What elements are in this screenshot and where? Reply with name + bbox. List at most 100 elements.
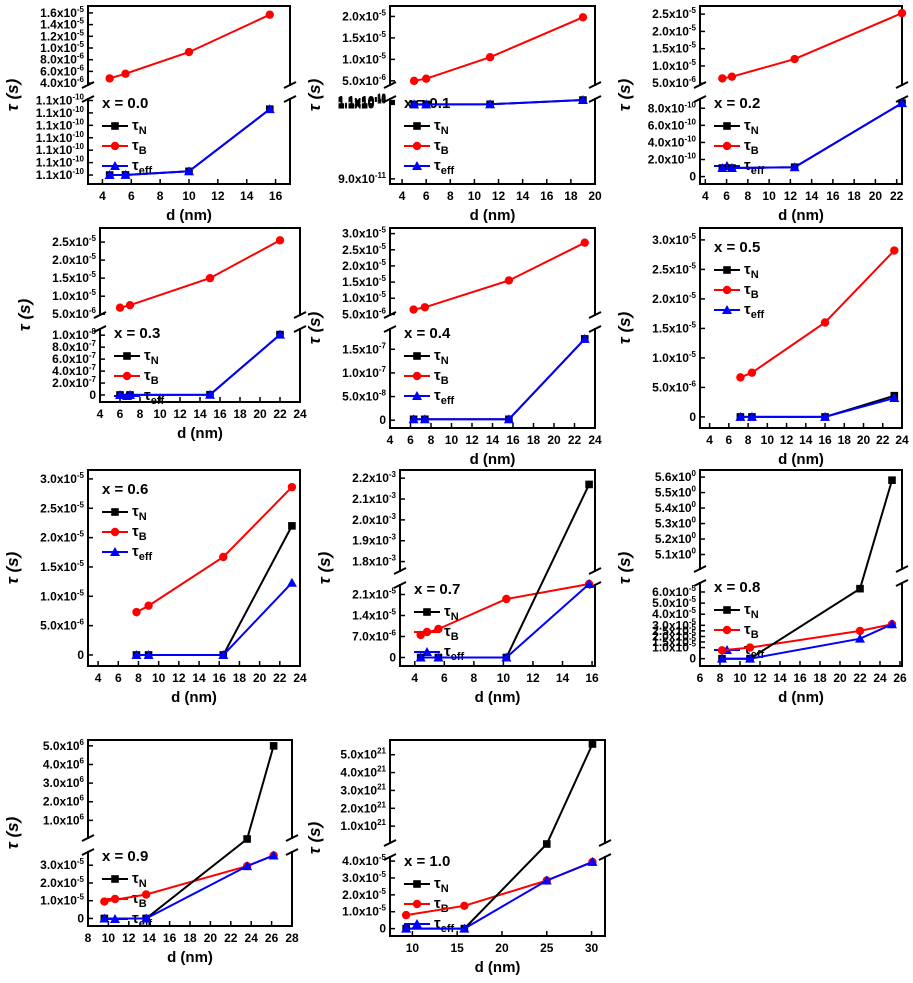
legend-marker bbox=[123, 352, 131, 360]
chart-panel-11: 10 15 20 25 30 d (nm) τ (s) 0 1.0x10-5 2.0x10-5 3.… bbox=[305, 739, 612, 976]
x-tick-label: 8 bbox=[157, 189, 164, 203]
x-tick-label: 14 bbox=[193, 407, 207, 421]
data-point-τeff bbox=[242, 861, 253, 871]
axis-break-mark bbox=[283, 81, 297, 103]
data-point-τB bbox=[502, 594, 511, 604]
y-tick-label-upper: 3.0x106 bbox=[43, 775, 85, 790]
x-tick-label: 26 bbox=[893, 671, 907, 685]
x-tick-label: 14 bbox=[805, 189, 819, 203]
y-tick-label: 4.0x10-7 bbox=[52, 363, 96, 378]
x-tick-label: 20 bbox=[204, 931, 218, 945]
x-tick-label: 14 bbox=[240, 189, 254, 203]
chart-panel-2: 4 6 8 10 12 14 16 18 20 d (nm) τ (s) 9.0x10-11 1.1x1… bbox=[305, 5, 602, 224]
x-tick-label: 16 bbox=[213, 671, 227, 685]
y-tick-label: 2.1x10-5 bbox=[352, 587, 396, 602]
legend-label: τN bbox=[434, 875, 449, 895]
y-axis-label: τ (s) bbox=[15, 298, 34, 331]
x-tick-label: 22 bbox=[568, 433, 582, 447]
data-point-τB bbox=[504, 276, 514, 285]
series-line-τeff bbox=[406, 860, 593, 930]
data-point-τB bbox=[184, 47, 194, 57]
y-tick-label: 4.0x10-5 bbox=[652, 606, 696, 621]
data-point-τB bbox=[717, 646, 727, 655]
y-axis-label: τ (s) bbox=[3, 816, 22, 849]
data-point-τB bbox=[409, 305, 418, 314]
data-point-τeff bbox=[745, 653, 755, 663]
legend-label: τN bbox=[132, 117, 147, 137]
y-tick-label-upper: 2.0x10-5 bbox=[342, 8, 386, 23]
x-tick-label: 18 bbox=[183, 931, 197, 945]
x-tick-label: 12 bbox=[753, 671, 767, 685]
x-tick-label: 4 bbox=[387, 433, 394, 447]
y-tick-label-upper: 1.8x10-3 bbox=[352, 554, 396, 569]
axis-frame-upper bbox=[389, 739, 606, 844]
legend-label: τB bbox=[132, 523, 147, 543]
y-tick-label-upper: 2.0x1021 bbox=[340, 800, 386, 815]
data-point-τB bbox=[275, 236, 285, 245]
data-point-τN bbox=[243, 835, 251, 843]
data-point-τB bbox=[890, 246, 899, 255]
y-tick-label-upper: 5.0x10-6 bbox=[342, 306, 386, 321]
y-tick-label-upper: 1.5x10-5 bbox=[652, 41, 696, 56]
x-tick-label: 12 bbox=[465, 433, 479, 447]
legend-label: τeff bbox=[144, 387, 164, 407]
y-tick-label-upper: 5.4x100 bbox=[655, 500, 697, 515]
x-tick-label: 10 bbox=[497, 671, 511, 685]
x-tick-label: 4 bbox=[99, 189, 106, 203]
legend-marker bbox=[412, 899, 422, 909]
data-point-τeff bbox=[131, 649, 142, 659]
x-tick-label: 14 bbox=[486, 433, 500, 447]
x-tick-label: 8 bbox=[135, 671, 142, 685]
y-axis-label: τ (s) bbox=[615, 551, 634, 584]
data-point-τeff bbox=[717, 163, 728, 173]
y-tick-label: 1.1x10-10 bbox=[338, 95, 387, 110]
legend-marker bbox=[122, 371, 132, 381]
legend-label: τB bbox=[434, 895, 449, 915]
data-point-τN bbox=[588, 740, 597, 748]
axis-break-mark bbox=[93, 311, 107, 333]
x-tick-label: 30 bbox=[585, 941, 599, 955]
axis-frame-lower bbox=[699, 98, 903, 185]
y-tick-label: 5.0x10-6 bbox=[40, 618, 84, 633]
composition-annotation: x = 1.0 bbox=[404, 853, 450, 870]
x-tick-label: 10 bbox=[152, 671, 166, 685]
chart-panel-10: 8 10 12 14 16 18 20 22 24 26 28 d (nm) τ (s) 0 1.0x10-… bbox=[3, 738, 299, 966]
y-tick-label: 3.0x10-5 bbox=[652, 617, 696, 632]
axis-frame-lower bbox=[389, 856, 606, 937]
x-tick-label: 16 bbox=[506, 433, 520, 447]
x-tick-label: 22 bbox=[890, 189, 904, 203]
x-tick-label: 6 bbox=[441, 671, 448, 685]
y-tick-label: 2.0x10-5 bbox=[40, 875, 84, 890]
data-point-τeff bbox=[717, 653, 727, 663]
composition-annotation: x = 0.4 bbox=[404, 325, 451, 342]
data-point-τB bbox=[420, 303, 430, 312]
y-tick-label: 1.1x10-10 bbox=[338, 93, 387, 108]
y-tick-label: 2.5x10-5 bbox=[40, 500, 84, 515]
x-tick-label: 24 bbox=[588, 433, 602, 447]
x-tick-label: 8 bbox=[717, 671, 724, 685]
x-tick-label: 18 bbox=[527, 433, 541, 447]
series-line-τB bbox=[721, 623, 893, 652]
y-tick-label: 3.0x10-5 bbox=[40, 857, 84, 872]
legend-label: τN bbox=[434, 117, 449, 137]
composition-annotation: x = 0.0 bbox=[102, 95, 148, 112]
legend-marker bbox=[412, 141, 422, 151]
legend-label: τeff bbox=[444, 643, 464, 663]
x-tick-label: 14 bbox=[799, 433, 813, 447]
x-tick-label: 18 bbox=[233, 407, 247, 421]
y-tick-label: 2.0x10-5 bbox=[652, 291, 696, 306]
chart-panel-8: 4 6 8 10 12 14 16 d (nm) τ (s) 0 7.0x10-6 1.4x10-5 2… bbox=[315, 469, 602, 706]
x-tick-label: 20 bbox=[857, 433, 871, 447]
x-tick-label: 22 bbox=[876, 433, 890, 447]
data-point-τeff bbox=[726, 163, 737, 173]
y-tick-label: 1.1x10-10 bbox=[338, 96, 387, 111]
y-tick-label: 2.0x10-10 bbox=[648, 152, 697, 167]
x-tick-label: 12 bbox=[784, 189, 798, 203]
y-tick-label-upper: 2.5x10-5 bbox=[52, 234, 96, 249]
x-tick-label: 8 bbox=[447, 189, 454, 203]
data-point-τB bbox=[205, 273, 215, 283]
y-tick-label: 3.0x10-5 bbox=[342, 870, 386, 885]
y-tick-label: 1.1x10-10 bbox=[338, 94, 387, 109]
data-point-τeff bbox=[421, 99, 432, 109]
